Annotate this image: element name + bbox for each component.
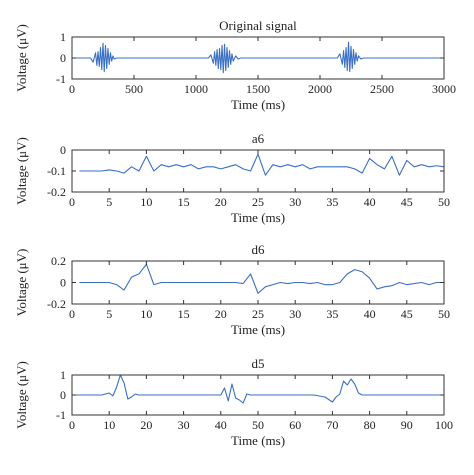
x-tick-label: 20: [215, 195, 227, 209]
x-axis-label: Time (ms): [231, 433, 285, 448]
x-tick-label: 1500: [246, 82, 270, 96]
x-tick-label: 30: [178, 418, 190, 432]
y-tick-label: -1: [56, 408, 66, 422]
x-tick-label: 100: [435, 418, 453, 432]
x-tick-label: 40: [364, 195, 376, 209]
y-tick-label: -0.2: [47, 185, 66, 199]
x-tick-label: 20: [215, 307, 227, 321]
x-tick-label: 1000: [184, 82, 208, 96]
x-tick-label: 3000: [432, 82, 456, 96]
series-line: [72, 41, 444, 74]
x-tick-label: 500: [125, 82, 143, 96]
series-line: [79, 263, 444, 294]
panel-0: Original signal 0 500 1000 1500 2000 2500 3000 -…: [14, 18, 456, 112]
x-tick-label: 80: [364, 418, 376, 432]
series-line: [75, 375, 444, 404]
x-tick-label: 15: [178, 195, 190, 209]
x-tick-label: 0: [69, 418, 75, 432]
y-tick-label: -1: [56, 72, 66, 86]
y-tick-label: -0.1: [47, 164, 66, 178]
y-axis-label: Voltage (μV): [14, 24, 29, 92]
series-line: [79, 153, 444, 176]
x-axis-label: Time (ms): [231, 322, 285, 337]
y-tick-label: 0: [60, 143, 66, 157]
chart-title: Original signal: [219, 18, 297, 33]
x-axis-label: Time (ms): [231, 97, 285, 112]
x-tick-label: 35: [326, 307, 338, 321]
x-tick-label: 5: [106, 307, 112, 321]
chart-title: d6: [252, 242, 266, 257]
x-tick-label: 40: [364, 307, 376, 321]
y-tick-label: 0: [60, 388, 66, 402]
x-tick-label: 25: [252, 195, 264, 209]
y-tick-label: 1: [60, 368, 66, 382]
x-tick-label: 15: [178, 307, 190, 321]
x-tick-label: 2000: [308, 82, 332, 96]
x-tick-label: 50: [438, 195, 450, 209]
y-axis-label: Voltage (μV): [14, 137, 29, 205]
x-tick-label: 50: [252, 418, 264, 432]
x-tick-label: 20: [140, 418, 152, 432]
x-tick-label: 40: [215, 418, 227, 432]
chart-title: a6: [252, 131, 265, 146]
y-tick-label: 0: [60, 51, 66, 65]
y-tick-label: 0: [60, 276, 66, 290]
x-tick-label: 35: [326, 195, 338, 209]
x-tick-label: 2500: [370, 82, 394, 96]
x-tick-label: 0: [69, 307, 75, 321]
x-tick-label: 25: [252, 307, 264, 321]
panel-1: a6 0 5 10 15 20 25 30 35 40 45 50 -0.2 -0.1 0 Time (ms)…: [14, 131, 450, 225]
y-axis-label: Voltage (μV): [14, 361, 29, 429]
x-tick-label: 10: [103, 418, 115, 432]
x-tick-label: 60: [289, 418, 301, 432]
y-axis-label: Voltage (μV): [14, 249, 29, 317]
x-tick-label: 90: [401, 418, 413, 432]
x-tick-label: 30: [289, 195, 301, 209]
x-tick-label: 10: [140, 307, 152, 321]
x-tick-label: 45: [401, 307, 413, 321]
x-tick-label: 0: [69, 195, 75, 209]
x-tick-label: 0: [69, 82, 75, 96]
plot-frame: [71, 149, 445, 193]
x-axis-label: Time (ms): [231, 210, 285, 225]
x-tick-label: 50: [438, 307, 450, 321]
x-tick-label: 30: [289, 307, 301, 321]
x-tick-label: 70: [326, 418, 338, 432]
y-tick-label: -0.2: [47, 297, 66, 311]
y-tick-label: 1: [60, 30, 66, 44]
chart-title: d5: [252, 356, 265, 371]
x-tick-label: 5: [106, 195, 112, 209]
x-tick-label: 45: [401, 195, 413, 209]
x-tick-label: 10: [140, 195, 152, 209]
y-tick-label: 0.2: [51, 254, 66, 268]
